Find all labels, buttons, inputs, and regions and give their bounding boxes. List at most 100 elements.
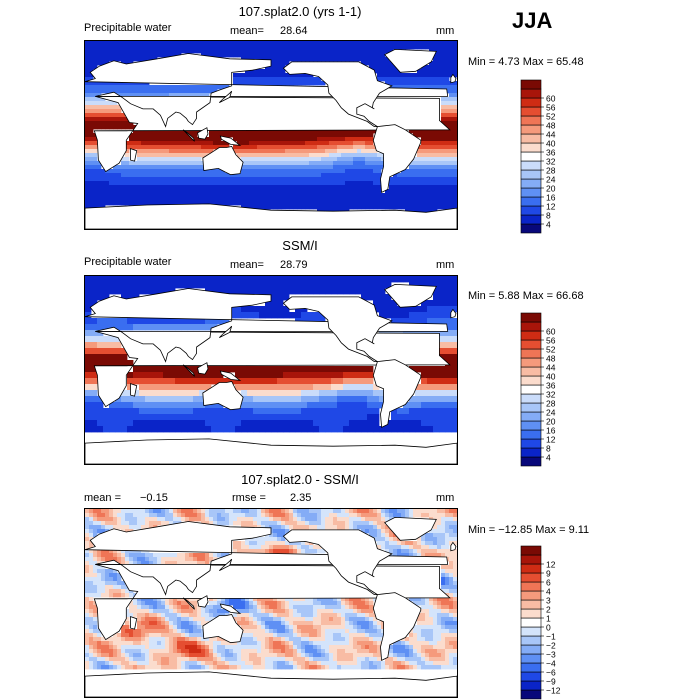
field-cell <box>157 189 162 194</box>
field-cell <box>97 45 102 50</box>
field-cell <box>247 426 254 433</box>
field-cell <box>301 420 308 427</box>
field-cell <box>349 165 354 170</box>
field-cell <box>229 378 236 385</box>
field-cell <box>393 177 398 182</box>
field-cell <box>157 49 162 54</box>
field-cell <box>161 613 166 618</box>
field-cell <box>313 549 318 554</box>
field-cell <box>377 533 382 538</box>
field-cell <box>125 201 130 206</box>
field-cell <box>197 189 202 194</box>
field-cell <box>189 625 194 630</box>
field-cell <box>373 408 380 415</box>
field-cell <box>265 609 270 614</box>
field-cell <box>297 193 302 198</box>
field-cell <box>425 81 430 86</box>
field-cell <box>133 133 138 138</box>
field-cell <box>91 276 98 283</box>
field-cell <box>187 276 194 283</box>
field-cell <box>181 201 186 206</box>
field-cell <box>417 185 422 190</box>
field-cell <box>145 561 150 566</box>
field-cell <box>277 372 284 379</box>
field-cell <box>361 177 366 182</box>
field-cell <box>177 509 182 514</box>
field-cell <box>397 513 402 518</box>
field-cell <box>113 45 118 50</box>
field-cell <box>113 189 118 194</box>
field-cell <box>321 133 326 138</box>
field-cell <box>397 177 402 182</box>
field-cell <box>325 145 330 150</box>
field-cell <box>189 93 194 98</box>
field-cell <box>85 173 90 178</box>
field-cell <box>283 390 290 397</box>
field-cell <box>213 173 218 178</box>
field-cell <box>181 617 186 622</box>
field-cell <box>165 601 170 606</box>
field-cell <box>433 288 440 295</box>
field-cell <box>289 141 294 146</box>
field-cell <box>361 145 366 150</box>
field-cell <box>89 57 94 62</box>
field-cell <box>257 617 262 622</box>
field-cell <box>161 41 166 46</box>
field-cell <box>409 597 414 602</box>
field-cell <box>169 318 176 325</box>
field-cell <box>249 181 254 186</box>
field-cell <box>445 105 450 110</box>
field-cell <box>217 517 222 522</box>
field-cell <box>415 312 422 319</box>
field-cell <box>433 408 440 415</box>
field-cell <box>261 73 266 78</box>
field-cell <box>297 513 302 518</box>
field-cell <box>109 581 114 586</box>
field-cell <box>211 426 218 433</box>
field-cell <box>433 366 440 373</box>
field-cell <box>427 312 434 319</box>
field-cell <box>349 189 354 194</box>
field-cell <box>439 342 446 349</box>
field-cell <box>153 613 158 618</box>
field-cell <box>125 93 130 98</box>
field-cell <box>453 525 457 530</box>
field-cell <box>409 541 414 546</box>
field-cell <box>413 165 418 170</box>
field-cell <box>241 613 246 618</box>
field-cell <box>145 133 150 138</box>
field-cell <box>141 509 146 514</box>
field-cell <box>445 205 450 210</box>
field-cell <box>193 509 198 514</box>
field-cell <box>233 189 238 194</box>
field-cell <box>281 157 286 162</box>
field-cell <box>421 306 428 313</box>
field-cell <box>165 609 170 614</box>
field-cell <box>223 420 230 427</box>
field-cell <box>369 529 374 534</box>
field-cell <box>165 173 170 178</box>
field-cell <box>269 601 274 606</box>
field-cell <box>257 541 262 546</box>
field-cell <box>393 193 398 198</box>
field-cell <box>101 185 106 190</box>
field-cell <box>109 173 114 178</box>
field-cell <box>117 125 122 130</box>
field-cell <box>329 173 334 178</box>
field-cell <box>85 545 90 550</box>
field-cell <box>237 597 242 602</box>
field-cell <box>429 597 434 602</box>
field-cell <box>181 420 188 427</box>
field-cell <box>445 420 452 427</box>
field-cell <box>169 276 176 283</box>
field-cell <box>441 41 446 46</box>
field-cell <box>417 77 422 82</box>
field-cell <box>85 593 90 598</box>
field-cell <box>85 318 92 325</box>
field-cell <box>449 593 454 598</box>
field-cell <box>269 545 274 550</box>
field-cell <box>133 378 140 385</box>
field-cell <box>257 45 262 50</box>
field-cell <box>273 529 278 534</box>
field-cell <box>295 372 302 379</box>
